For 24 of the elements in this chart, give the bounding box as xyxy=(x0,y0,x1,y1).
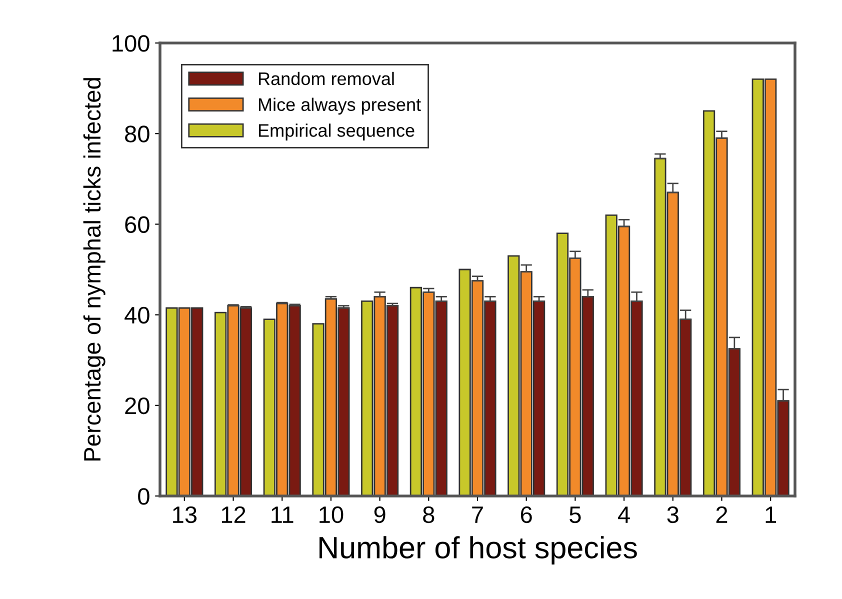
x-tick-label: 4 xyxy=(618,506,630,523)
legend-label: Empirical sequence xyxy=(258,124,414,140)
x-tick-label: 9 xyxy=(374,506,386,524)
legend-label: Random removal xyxy=(258,72,394,86)
x-tick-label: 2 xyxy=(716,506,728,523)
x-tick-label: 13 xyxy=(173,506,197,524)
x-tick-label: 6 xyxy=(520,506,532,524)
x-tick-label: 11 xyxy=(272,506,294,523)
y-tick-label: 100 xyxy=(112,35,150,52)
x-tick-label: 8 xyxy=(423,506,434,524)
y-tick-label: 0 xyxy=(138,488,150,505)
y-tick-label: 20 xyxy=(125,397,150,414)
x-tick-label: 5 xyxy=(570,506,581,524)
legend-label: Mice always present xyxy=(258,98,421,115)
y-tick-label: 60 xyxy=(125,216,150,233)
x-axis-title: Number of host species xyxy=(320,536,637,565)
x-tick-label: 3 xyxy=(667,506,678,524)
x-tick-label: 1 xyxy=(766,506,776,523)
y-tick-label: 80 xyxy=(125,126,150,142)
y-tick-label: 40 xyxy=(124,306,150,324)
x-tick-label: 12 xyxy=(222,506,246,523)
x-tick-label: 10 xyxy=(320,506,344,524)
x-tick-label: 7 xyxy=(472,506,483,523)
y-axis-title: Percentage of nymphal ticks infected xyxy=(83,78,106,460)
